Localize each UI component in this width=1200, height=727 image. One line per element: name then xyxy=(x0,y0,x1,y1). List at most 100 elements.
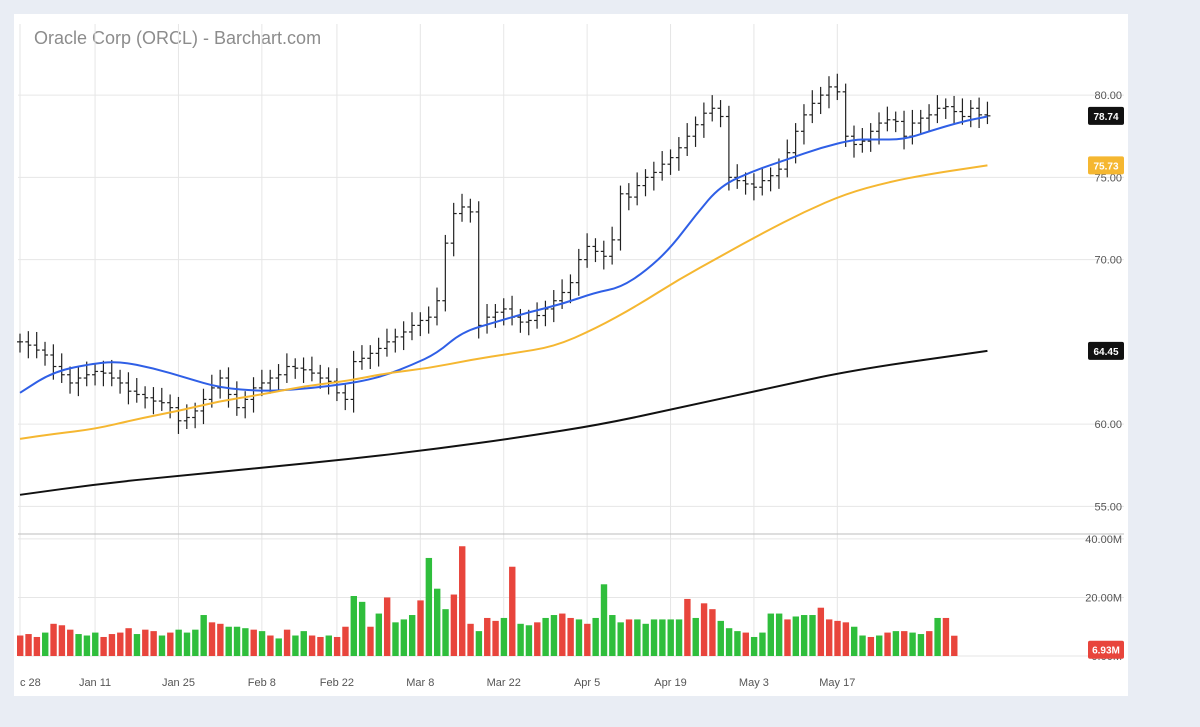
volume-bar xyxy=(308,635,316,656)
volume-bar xyxy=(709,609,716,656)
volume-bar xyxy=(942,617,950,656)
volume-bar xyxy=(83,635,91,656)
volume-bar xyxy=(33,636,41,656)
value-tag-label: 75.73 xyxy=(1093,161,1118,172)
volume-bar xyxy=(442,609,449,656)
volume-bar xyxy=(742,632,749,656)
volume-bar xyxy=(317,636,324,656)
volume-bar xyxy=(675,619,683,656)
volume-bar xyxy=(467,623,474,656)
volume-bar xyxy=(500,617,508,656)
volume-bar xyxy=(734,631,741,656)
volume-bar xyxy=(225,626,232,656)
moving-average-line xyxy=(19,349,988,496)
volume-bar xyxy=(233,626,241,656)
volume-tick-label: 20.00M xyxy=(1085,592,1122,604)
volume-bar xyxy=(584,623,591,656)
volume-bar xyxy=(417,600,424,656)
volume-bar xyxy=(75,634,82,656)
volume-bar xyxy=(592,617,599,656)
volume-bar xyxy=(851,626,858,656)
volume-bar xyxy=(208,622,216,656)
volume-bar xyxy=(92,632,99,656)
time-tick-label: May 17 xyxy=(819,677,855,689)
volume-bar xyxy=(642,623,649,656)
moving-average-line xyxy=(19,115,988,394)
volume-bar xyxy=(242,628,249,656)
volume-bar xyxy=(192,629,199,656)
volume-bar xyxy=(667,619,674,656)
volume-bar xyxy=(459,546,466,656)
volume-bar xyxy=(842,622,850,656)
value-tag-background xyxy=(1088,640,1124,659)
price-tick-label: 75.00 xyxy=(1094,172,1122,184)
volume-bar xyxy=(408,615,416,656)
volume-bar xyxy=(100,636,107,656)
volume-bar xyxy=(750,636,758,656)
volume-bar xyxy=(517,623,524,656)
volume-bar xyxy=(567,617,574,656)
volume-bar xyxy=(167,632,174,656)
volume-bar xyxy=(283,629,291,656)
volume-bar xyxy=(367,626,374,656)
volume-bar xyxy=(884,632,891,656)
volume-bar xyxy=(917,634,925,656)
volume-bar xyxy=(125,628,132,656)
volume-bar xyxy=(400,619,408,656)
volume-value-tag: 6.93M xyxy=(1088,640,1124,659)
volume-bar xyxy=(834,620,841,656)
volume-bar xyxy=(926,631,933,656)
volume-bar xyxy=(876,635,883,656)
volume-bar xyxy=(42,632,49,656)
volume-bar xyxy=(559,613,566,656)
time-tick-label: Feb 22 xyxy=(320,677,354,689)
moving-average-value-tag: 75.73 xyxy=(1088,156,1124,175)
volume-bar xyxy=(258,631,266,656)
volume-bar xyxy=(717,620,724,656)
volume-bar xyxy=(575,619,583,656)
volume-bar xyxy=(525,625,533,656)
volume-bar xyxy=(475,631,483,656)
volume-bar xyxy=(117,632,124,656)
volume-bar xyxy=(634,619,641,656)
volume-bar xyxy=(25,634,32,656)
time-tick-label: Mar 8 xyxy=(406,677,434,689)
time-tick-label: Jan 11 xyxy=(79,677,111,689)
volume-bar xyxy=(275,638,282,656)
volume-bar xyxy=(550,615,558,656)
value-tag-label: 64.45 xyxy=(1093,347,1118,358)
volume-bar xyxy=(67,629,74,656)
volume-bar xyxy=(158,635,166,656)
volume-bar xyxy=(492,620,499,656)
volume-bar xyxy=(909,632,916,656)
time-tick-label: c 28 xyxy=(20,677,41,689)
volume-bar xyxy=(142,629,149,656)
volume-bar xyxy=(901,631,908,656)
volume-bar xyxy=(50,623,57,656)
volume-bar xyxy=(250,629,257,656)
volume-bar xyxy=(342,626,349,656)
volume-bar xyxy=(859,635,866,656)
volume-bar xyxy=(509,566,516,656)
volume-bar xyxy=(892,631,900,656)
volume-bar xyxy=(609,615,616,656)
volume-bar xyxy=(58,625,66,656)
volume-bar xyxy=(383,597,391,656)
volume-bar xyxy=(392,622,399,656)
volume-bar xyxy=(350,596,357,656)
value-tag-background xyxy=(1088,106,1124,125)
time-tick-label: Feb 8 xyxy=(248,677,276,689)
value-tag-label: 6.93M xyxy=(1092,646,1120,657)
volume-bar xyxy=(200,615,207,656)
price-volume-chart: Oracle Corp (ORCL) - Barchart.com 55.00 6… xyxy=(17,24,1124,689)
volume-bar xyxy=(358,601,366,656)
volume-bar xyxy=(434,588,441,656)
volume-bar xyxy=(934,617,941,656)
volume-bar xyxy=(775,613,783,656)
volume-bar xyxy=(333,636,341,656)
volume-bar xyxy=(133,634,141,656)
price-tick-label: 55.00 xyxy=(1094,501,1122,513)
price-tick-label: 80.00 xyxy=(1094,90,1122,102)
volume-bar xyxy=(951,635,958,656)
volume-bar xyxy=(817,607,825,656)
